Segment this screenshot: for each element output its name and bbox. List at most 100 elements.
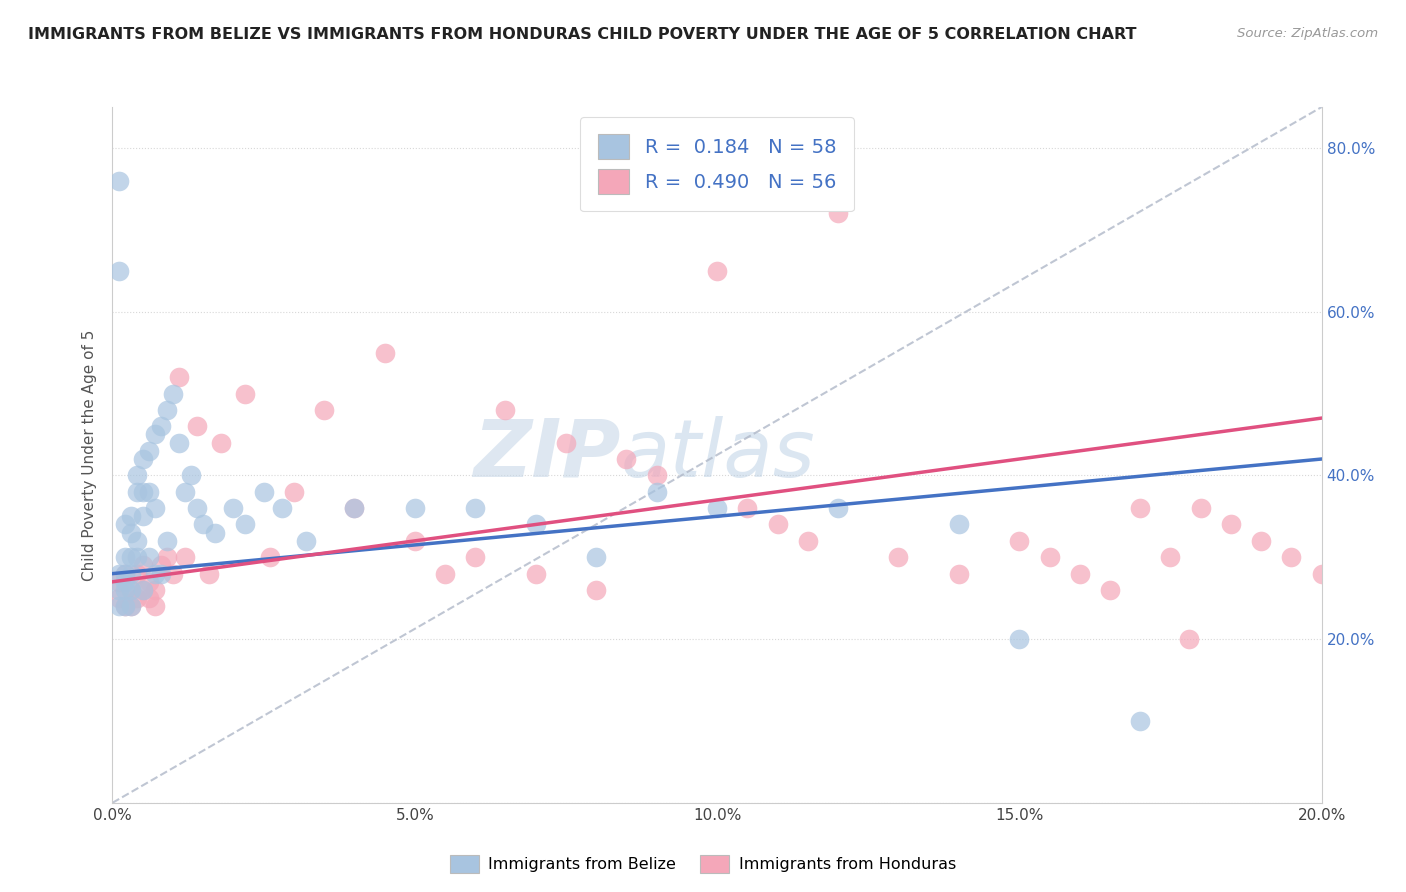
Point [125,468,148,483]
Point [706,501,728,516]
Text: atlas: atlas [620,416,815,494]
Point [138,484,160,499]
Point [222,501,245,516]
Point [114,566,136,581]
Point [766,517,789,532]
Point [948,566,970,581]
Point [114,582,136,597]
Point [143,566,166,581]
Point [1279,550,1302,565]
Point [138,550,160,565]
Point [209,435,232,450]
Point [343,501,366,516]
Text: IMMIGRANTS FROM BELIZE VS IMMIGRANTS FROM HONDURAS CHILD POVERTY UNDER THE AGE O: IMMIGRANTS FROM BELIZE VS IMMIGRANTS FRO… [28,27,1136,42]
Point [149,566,172,581]
Point [174,484,197,499]
Point [125,550,148,565]
Point [1177,632,1199,646]
Point [253,484,276,499]
Point [132,582,155,597]
Point [120,582,142,597]
Point [114,517,136,532]
Point [125,591,148,606]
Point [120,599,142,614]
Point [132,509,155,524]
Point [180,468,202,483]
Point [162,566,184,581]
Y-axis label: Child Poverty Under the Age of 5: Child Poverty Under the Age of 5 [82,329,97,581]
Point [114,599,136,614]
Point [235,517,257,532]
Legend: R =  0.184   N = 58, R =  0.490   N = 56: R = 0.184 N = 58, R = 0.490 N = 56 [581,117,853,211]
Point [235,386,257,401]
Point [156,550,179,565]
Point [1008,632,1031,646]
Point [143,582,166,597]
Point [585,550,607,565]
Point [132,484,155,499]
Point [314,403,336,417]
Point [174,550,197,565]
Point [107,582,129,597]
Point [132,558,155,573]
Point [114,550,136,565]
Point [167,435,190,450]
Point [1159,550,1181,565]
Point [162,386,184,401]
Point [464,550,486,565]
Point [827,206,849,220]
Point [616,452,638,467]
Point [1310,566,1333,581]
Point [156,533,179,548]
Point [796,533,818,548]
Point [524,566,547,581]
Point [198,566,221,581]
Point [120,525,142,540]
Point [1069,566,1091,581]
Point [1220,517,1243,532]
Point [107,599,129,614]
Point [1129,501,1152,516]
Point [270,501,292,516]
Legend: Immigrants from Belize, Immigrants from Honduras: Immigrants from Belize, Immigrants from … [444,848,962,880]
Point [143,501,166,516]
Point [259,550,281,565]
Point [186,419,208,434]
Point [295,533,318,548]
Point [107,574,129,589]
Point [138,443,160,458]
Point [125,484,148,499]
Point [120,509,142,524]
Point [186,501,208,516]
Point [143,599,166,614]
Text: Source: ZipAtlas.com: Source: ZipAtlas.com [1237,27,1378,40]
Text: ZIP: ZIP [472,416,620,494]
Point [107,566,129,581]
Point [156,403,179,417]
Point [495,403,517,417]
Point [107,264,129,278]
Point [167,370,190,384]
Point [107,174,129,188]
Point [464,501,486,516]
Point [120,550,142,565]
Point [433,566,456,581]
Point [283,484,305,499]
Point [125,566,148,581]
Point [125,533,148,548]
Point [114,599,136,614]
Point [1189,501,1212,516]
Point [114,566,136,581]
Point [948,517,970,532]
Point [132,582,155,597]
Point [1098,582,1121,597]
Point [120,599,142,614]
Point [706,264,728,278]
Point [887,550,910,565]
Point [524,517,547,532]
Point [1129,714,1152,728]
Point [204,525,226,540]
Point [827,501,849,516]
Point [1250,533,1272,548]
Point [1008,533,1031,548]
